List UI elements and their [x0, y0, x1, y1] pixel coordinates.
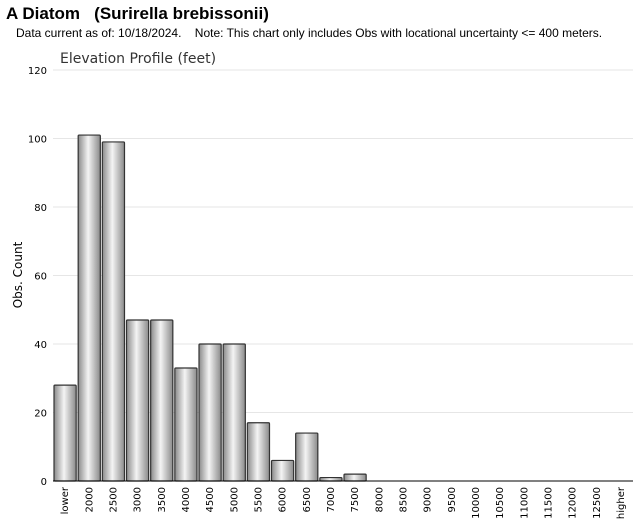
- y-tick-label: 120: [28, 66, 47, 77]
- page-title: A Diatom (Surirella brebissonii): [6, 4, 269, 23]
- bar-4500: [198, 343, 222, 482]
- x-tick-label: higher: [616, 486, 627, 519]
- x-tick-label: 10000: [471, 487, 482, 519]
- y-tick-label: 80: [34, 203, 47, 214]
- bar-lower: [53, 384, 77, 482]
- x-tick-label: 6500: [302, 487, 313, 512]
- data-note: Data current as of: 10/18/2024. Note: Th…: [16, 26, 603, 40]
- y-axis-label: Obs. Count: [11, 241, 25, 308]
- bar-3000: [125, 319, 150, 482]
- x-tick-label: 12500: [592, 487, 603, 519]
- bar-7000: [319, 476, 343, 482]
- bar-6500: [295, 432, 319, 482]
- x-tick-label: 7500: [350, 487, 361, 512]
- y-tick-label: 100: [28, 135, 47, 146]
- x-tick-label: 10500: [495, 487, 506, 519]
- x-tick-label: 5000: [229, 487, 240, 512]
- bar-2000: [77, 134, 101, 482]
- x-tick-label: 9000: [423, 487, 434, 512]
- x-tick-label: 4000: [181, 487, 192, 512]
- bar-5500: [246, 422, 271, 482]
- bar-7500: [343, 473, 367, 482]
- x-tick-label: 5500: [253, 487, 264, 512]
- y-tick-label: 60: [34, 272, 47, 283]
- x-tick-label: 12000: [568, 487, 579, 519]
- x-tick-label: 9500: [447, 487, 458, 512]
- bar-4000: [174, 367, 198, 482]
- y-tick-label: 40: [34, 340, 47, 351]
- x-tick-label: 11500: [543, 487, 554, 519]
- x-tick-label: 2500: [108, 487, 119, 512]
- x-tick-label: 8500: [398, 487, 409, 512]
- y-tick-label: 0: [41, 477, 47, 488]
- bar-6000: [270, 459, 295, 482]
- x-tick-label: 8000: [374, 487, 385, 512]
- x-tick-label: 3500: [157, 487, 168, 512]
- chart-title: Elevation Profile (feet): [60, 51, 216, 67]
- x-tick-label: 11000: [519, 487, 530, 519]
- bar-5000: [222, 343, 246, 482]
- x-tick-label: 4500: [205, 487, 216, 512]
- bar-3500: [150, 319, 174, 482]
- bar-2500: [101, 141, 126, 482]
- y-tick-label: 20: [34, 409, 47, 420]
- x-tick-label: 7000: [326, 487, 337, 512]
- x-tick-label: 3000: [133, 487, 144, 512]
- x-tick-label: 6000: [278, 487, 289, 512]
- x-tick-label: lower: [60, 486, 71, 514]
- x-tick-label: 2000: [84, 487, 95, 512]
